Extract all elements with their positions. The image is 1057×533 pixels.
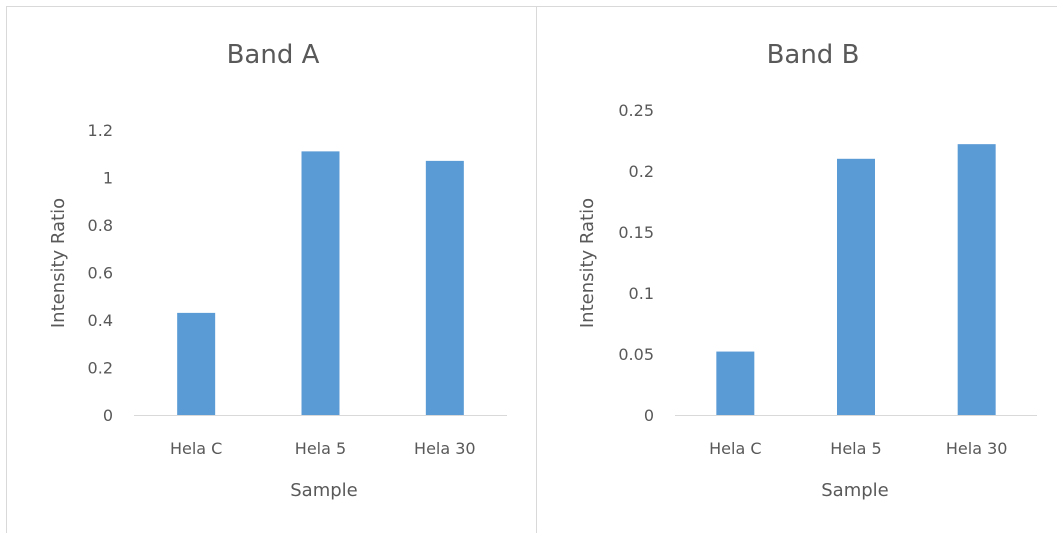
chart-a-bars [177,151,464,415]
x-tick-label: Hela 30 [414,439,476,458]
y-tick-label: 1.2 [88,121,113,140]
y-tick-label: 0.25 [618,101,654,120]
y-tick-label: 0.15 [618,223,654,242]
chart-band-b: Band B Intensity Ratio Sample 0 0.05 0.1 0.… [577,40,1037,501]
bar-hela-c [177,312,216,415]
chart-b-x-ticks: Hela C Hela 5 Hela 30 [709,439,1007,458]
x-tick-label: Hela 5 [830,439,881,458]
bar-hela-30 [957,144,996,415]
bar-hela-5 [837,158,875,416]
x-tick-label: Hela 30 [946,439,1008,458]
x-tick-label: Hela 5 [295,439,346,458]
y-tick-label: 0.2 [88,359,113,378]
chart-b-y-ticks: 0 0.05 0.1 0.15 0.2 0.25 [618,101,654,425]
chart-band-a: Band A Intensity Ratio Sample 0 0.2 0.4 0.6… [48,40,507,501]
y-tick-label: 1 [103,169,113,188]
x-tick-label: Hela C [709,439,761,458]
y-tick-label: 0.8 [88,216,113,235]
y-tick-label: 0 [644,406,654,425]
chart-b-bars [716,144,996,416]
y-tick-label: 0.1 [629,284,654,303]
chart-b-x-axis-label: Sample [821,480,889,501]
y-tick-label: 0.05 [618,345,654,364]
bar-hela-c [716,351,755,415]
chart-a-x-ticks: Hela C Hela 5 Hela 30 [170,439,476,458]
y-tick-label: 0 [103,406,113,425]
y-tick-label: 0.6 [88,264,113,283]
chart-a-y-axis-label: Intensity Ratio [48,198,69,328]
bar-hela-30 [425,160,464,415]
chart-a-title: Band A [227,40,320,70]
chart-b-y-axis-label: Intensity Ratio [577,198,598,328]
y-tick-label: 0.2 [629,162,654,181]
chart-a-x-axis-label: Sample [290,480,358,501]
y-tick-label: 0.4 [88,311,113,330]
chart-a-y-ticks: 0 0.2 0.4 0.6 0.8 1 1.2 [88,121,113,425]
chart-b-title: Band B [767,40,860,70]
bar-hela-5 [301,151,340,415]
x-tick-label: Hela C [170,439,222,458]
